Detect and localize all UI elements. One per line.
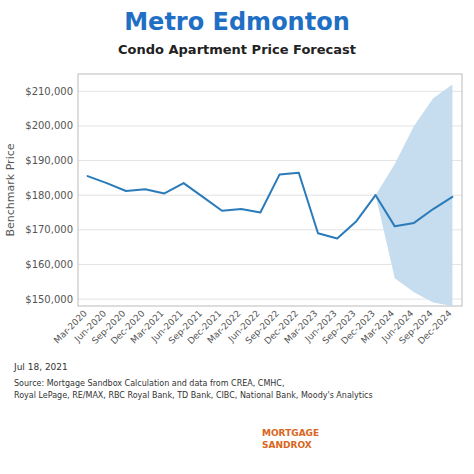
y-tick-label: $170,000 bbox=[25, 224, 73, 235]
grid-line bbox=[78, 125, 462, 126]
y-tick-label: $150,000 bbox=[25, 294, 73, 305]
x-tick-label: Dec-2024 bbox=[416, 308, 454, 346]
y-axis-label: Benchmark Price bbox=[4, 143, 17, 236]
y-tick-label: $160,000 bbox=[25, 259, 73, 270]
chart: Metro Edmonton Condo Apartment Price Fore… bbox=[0, 0, 474, 474]
title: Metro Edmonton bbox=[124, 8, 350, 36]
line bbox=[88, 173, 376, 239]
y-tick-label: $200,000 bbox=[25, 120, 73, 131]
grid-line bbox=[78, 299, 462, 300]
annotation: MORTGAGE bbox=[262, 428, 319, 438]
confidence-band bbox=[376, 84, 453, 306]
marks bbox=[88, 84, 453, 306]
annotation: Jul 18, 2021 bbox=[13, 362, 68, 372]
y-tick-label: $210,000 bbox=[25, 86, 73, 97]
annotation: Royal LePage, RE/MAX, RBC Royal Bank, TD… bbox=[14, 391, 373, 400]
annotation: SANDROX bbox=[262, 440, 312, 450]
y-tick-label: $190,000 bbox=[25, 155, 73, 166]
line bbox=[376, 195, 453, 226]
grid-line bbox=[78, 91, 462, 92]
annotation: Source: Mortgage Sandbox Calculation and… bbox=[14, 379, 284, 388]
y-tick-label: $180,000 bbox=[25, 190, 73, 201]
subtitle: Condo Apartment Price Forecast bbox=[118, 42, 356, 57]
plot-frame bbox=[78, 74, 462, 306]
